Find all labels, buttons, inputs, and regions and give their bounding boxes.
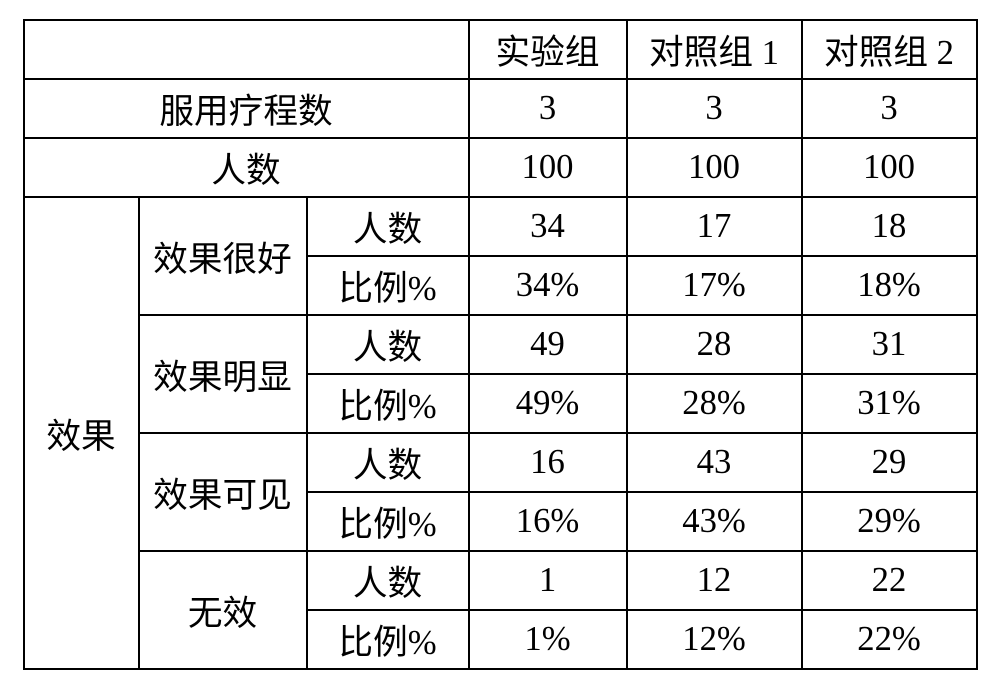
none-count-ctrl2: 22 bbox=[802, 551, 977, 610]
people-label: 人数 bbox=[24, 138, 469, 197]
people-ctrl2: 100 bbox=[802, 138, 977, 197]
level-none-label: 无效 bbox=[139, 551, 307, 669]
metric-count: 人数 bbox=[307, 197, 469, 256]
header-control-1: 对照组 1 bbox=[627, 20, 802, 79]
visible-pct-exp: 16% bbox=[469, 492, 627, 551]
courses-exp: 3 bbox=[469, 79, 627, 138]
visible-pct-ctrl2: 29% bbox=[802, 492, 977, 551]
courses-label: 服用疗程数 bbox=[24, 79, 469, 138]
obvious-pct-exp: 49% bbox=[469, 374, 627, 433]
metric-count: 人数 bbox=[307, 433, 469, 492]
courses-ctrl2: 3 bbox=[802, 79, 977, 138]
none-count-exp: 1 bbox=[469, 551, 627, 610]
courses-ctrl1: 3 bbox=[627, 79, 802, 138]
header-experiment: 实验组 bbox=[469, 20, 627, 79]
people-ctrl1: 100 bbox=[627, 138, 802, 197]
none-pct-ctrl1: 12% bbox=[627, 610, 802, 669]
metric-pct: 比例% bbox=[307, 492, 469, 551]
very-good-pct-ctrl2: 18% bbox=[802, 256, 977, 315]
header-blank bbox=[24, 20, 469, 79]
people-row: 人数 100 100 100 bbox=[24, 138, 977, 197]
header-row: 实验组 对照组 1 对照组 2 bbox=[24, 20, 977, 79]
table-row: 效果明显 人数 49 28 31 bbox=[24, 315, 977, 374]
results-table: 实验组 对照组 1 对照组 2 服用疗程数 3 3 3 人数 100 100 1… bbox=[23, 19, 978, 670]
courses-row: 服用疗程数 3 3 3 bbox=[24, 79, 977, 138]
very-good-pct-exp: 34% bbox=[469, 256, 627, 315]
people-exp: 100 bbox=[469, 138, 627, 197]
page-container: 实验组 对照组 1 对照组 2 服用疗程数 3 3 3 人数 100 100 1… bbox=[0, 0, 1000, 688]
obvious-pct-ctrl2: 31% bbox=[802, 374, 977, 433]
level-obvious-label: 效果明显 bbox=[139, 315, 307, 433]
table-row: 效果 效果很好 人数 34 17 18 bbox=[24, 197, 977, 256]
table-row: 无效 人数 1 12 22 bbox=[24, 551, 977, 610]
none-count-ctrl1: 12 bbox=[627, 551, 802, 610]
none-pct-ctrl2: 22% bbox=[802, 610, 977, 669]
very-good-count-ctrl2: 18 bbox=[802, 197, 977, 256]
metric-count: 人数 bbox=[307, 551, 469, 610]
metric-pct: 比例% bbox=[307, 374, 469, 433]
header-control-2: 对照组 2 bbox=[802, 20, 977, 79]
obvious-count-ctrl2: 31 bbox=[802, 315, 977, 374]
obvious-count-ctrl1: 28 bbox=[627, 315, 802, 374]
level-visible-label: 效果可见 bbox=[139, 433, 307, 551]
visible-count-ctrl1: 43 bbox=[627, 433, 802, 492]
visible-pct-ctrl1: 43% bbox=[627, 492, 802, 551]
obvious-pct-ctrl1: 28% bbox=[627, 374, 802, 433]
effect-group-label: 效果 bbox=[24, 197, 139, 669]
obvious-count-exp: 49 bbox=[469, 315, 627, 374]
table-row: 效果可见 人数 16 43 29 bbox=[24, 433, 977, 492]
metric-pct: 比例% bbox=[307, 610, 469, 669]
very-good-count-ctrl1: 17 bbox=[627, 197, 802, 256]
very-good-count-exp: 34 bbox=[469, 197, 627, 256]
level-very-good-label: 效果很好 bbox=[139, 197, 307, 315]
visible-count-exp: 16 bbox=[469, 433, 627, 492]
metric-count: 人数 bbox=[307, 315, 469, 374]
metric-pct: 比例% bbox=[307, 256, 469, 315]
visible-count-ctrl2: 29 bbox=[802, 433, 977, 492]
none-pct-exp: 1% bbox=[469, 610, 627, 669]
very-good-pct-ctrl1: 17% bbox=[627, 256, 802, 315]
